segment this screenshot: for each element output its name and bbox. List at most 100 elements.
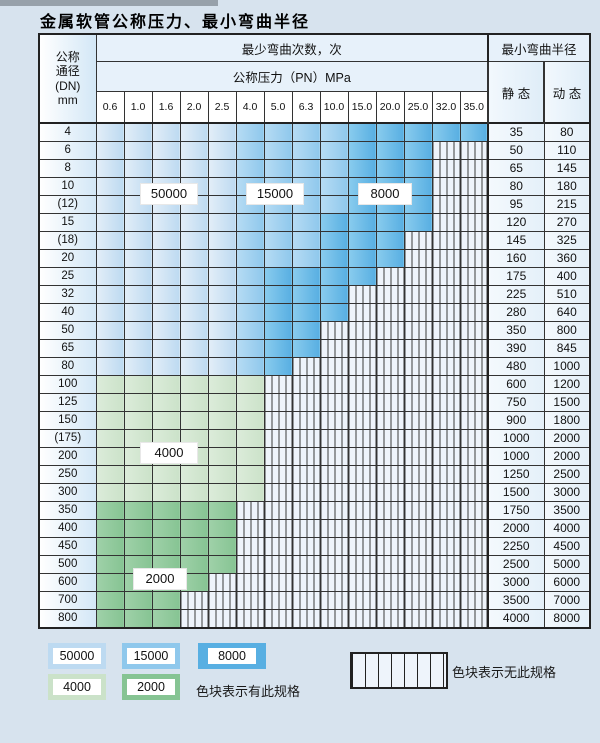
table-row: 4 35 80 [38,122,591,142]
dynamic-radius-cell: 180 [543,177,591,196]
cell-no-spec [291,501,321,520]
table-row: 450 2250 4500 [38,537,591,556]
cell-no-spec [431,609,461,629]
dn-cell: 150 [38,411,97,430]
dn-cell: (12) [38,195,97,214]
cell-8000 [319,267,349,286]
cell-no-spec [459,213,489,232]
static-radius-cell: 2500 [487,555,545,574]
static-radius-cell: 600 [487,375,545,394]
dn-cell: 300 [38,483,97,502]
cell-no-spec [347,609,377,629]
cell-4000 [95,465,125,484]
cell-2000 [123,537,153,556]
cell-2000 [95,501,125,520]
static-radius-cell: 900 [487,411,545,430]
static-radius-cell: 3000 [487,573,545,592]
cell-no-spec [375,555,405,574]
cell-2000 [151,591,181,610]
dn-cell: 400 [38,519,97,538]
legend-value: 8000 [208,648,256,664]
cell-50000 [179,357,209,376]
pressure-value: 2.0 [179,91,209,124]
cell-no-spec [403,537,433,556]
cell-4000 [179,483,209,502]
cell-no-spec [291,609,321,629]
table-row: 125 750 1500 [38,393,591,412]
cell-no-spec [431,411,461,430]
cell-8000 [375,122,405,142]
pressure-value: 35.0 [459,91,489,124]
cell-no-spec [347,483,377,502]
cell-4000 [235,375,265,394]
cell-no-spec [403,591,433,610]
cell-no-spec [375,519,405,538]
cell-2000 [95,537,125,556]
table-row: 40 280 640 [38,303,591,322]
static-radius-cell: 145 [487,231,545,250]
table-row: 600 3000 6000 [38,573,591,592]
cell-no-spec [263,537,293,556]
cell-no-spec [431,249,461,268]
band-cycles-label: 2000 [133,568,187,590]
cell-8000 [319,249,349,268]
cell-50000 [151,267,181,286]
dn-cell: 20 [38,249,97,268]
cell-8000 [263,285,293,304]
cell-no-spec [459,267,489,286]
cell-2000 [123,519,153,538]
cell-no-spec [459,357,489,376]
cell-no-spec [431,555,461,574]
cell-no-spec [431,537,461,556]
cell-no-spec [375,609,405,629]
static-radius-cell: 1000 [487,447,545,466]
cell-4000 [235,411,265,430]
legend-value: 4000 [53,679,101,695]
cell-no-spec [459,159,489,178]
cell-no-spec [431,339,461,358]
dn-cell: 350 [38,501,97,520]
cell-no-spec [291,393,321,412]
cell-no-spec [263,573,293,592]
cell-no-spec [207,609,237,629]
spec-table-wrapper: 公称 通径 (DN) mm 最少弯曲次数，次 最小弯曲半径 公称压力（PN）MP… [38,33,591,629]
cell-no-spec [459,249,489,268]
static-radius-cell: 2000 [487,519,545,538]
cell-no-spec [403,285,433,304]
legend-has-spec-text: 色块表示有此规格 [196,684,301,699]
cell-15000 [235,303,265,322]
cell-2000 [179,519,209,538]
table-row: (175) 1000 2000 [38,429,591,448]
dn-cell: 15 [38,213,97,232]
cell-no-spec [375,267,405,286]
dn-cell: 125 [38,393,97,412]
cell-50000 [95,321,125,340]
cell-15000 [319,141,349,160]
cell-no-spec [403,375,433,394]
cell-no-spec [207,591,237,610]
cell-8000 [375,249,405,268]
cell-no-spec [291,357,321,376]
cell-no-spec [375,411,405,430]
cell-no-spec [291,519,321,538]
page-title: 金属软管公称压力、最小弯曲半径 [40,14,311,31]
dn-cell: 6 [38,141,97,160]
pressure-value: 25.0 [403,91,433,124]
pressure-value: 6.3 [291,91,321,124]
dynamic-radius-cell: 215 [543,195,591,214]
static-radius-cell: 280 [487,303,545,322]
legend-swatch-15000: 15000 [122,643,180,669]
cell-no-spec [347,321,377,340]
static-radius-cell: 175 [487,267,545,286]
table-row: 800 4000 8000 [38,609,591,629]
table-body: 4 35 80 6 50 110 8 65 145 10 80 180 (12) 95 215 15 120 27… [38,122,591,629]
static-radius-cell: 1500 [487,483,545,502]
cell-8000 [403,122,433,142]
dynamic-radius-cell: 5000 [543,555,591,574]
cell-no-spec [291,411,321,430]
cell-50000 [207,285,237,304]
cell-no-spec [431,141,461,160]
dn-cell: 500 [38,555,97,574]
cell-8000 [319,303,349,322]
cell-no-spec [375,591,405,610]
